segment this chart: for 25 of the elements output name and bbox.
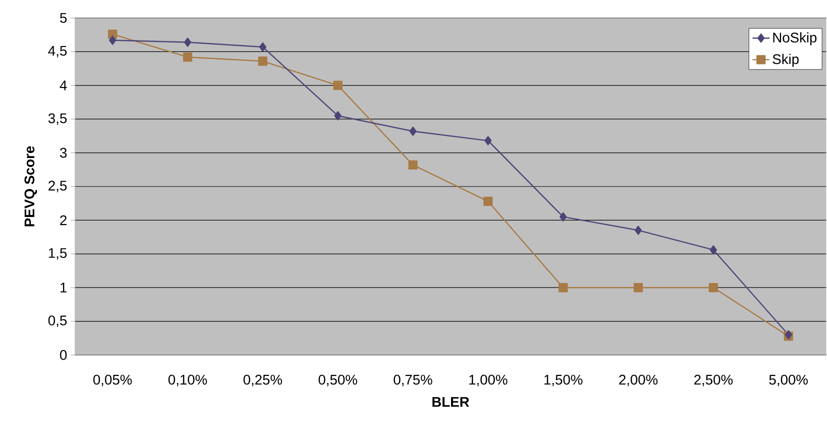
x-tick-label: 0,25% bbox=[244, 374, 282, 386]
y-tick-label: 4,5 bbox=[48, 46, 67, 58]
y-tick-label: 2 bbox=[60, 215, 67, 226]
y-tick-label: 5 bbox=[60, 13, 67, 23]
x-tick-label: 1,50% bbox=[544, 374, 582, 386]
x-tick-label: 0,75% bbox=[394, 374, 432, 386]
x-tick-label: 2,50% bbox=[694, 374, 733, 386]
legend-label: Skip bbox=[772, 54, 799, 67]
x-tick-label: 5,00% bbox=[769, 374, 808, 386]
y-tick-label: 3,5 bbox=[48, 113, 67, 125]
y-tick-label: 2,5 bbox=[48, 180, 67, 192]
y-tick-label: 4 bbox=[60, 80, 67, 90]
y-tick-label: 0,5 bbox=[48, 316, 67, 328]
y-tick-label: 1,5 bbox=[48, 248, 67, 260]
y-tick-label: 3 bbox=[60, 148, 67, 158]
legend-label: NoSkip bbox=[773, 32, 816, 46]
x-tick-label: 0,50% bbox=[318, 374, 358, 386]
x-axis-title: BLER bbox=[432, 397, 470, 407]
x-tick-label: 2,00% bbox=[619, 374, 658, 386]
y-tick-label: 0 bbox=[60, 350, 67, 360]
x-tick-label: 0,10% bbox=[168, 374, 207, 386]
x-tick-label: 1,00% bbox=[469, 374, 508, 386]
x-tick-label: 0,05% bbox=[93, 374, 132, 386]
y-axis-title: PEVQ Score bbox=[24, 146, 38, 226]
y-tick-label: 1 bbox=[60, 282, 67, 292]
